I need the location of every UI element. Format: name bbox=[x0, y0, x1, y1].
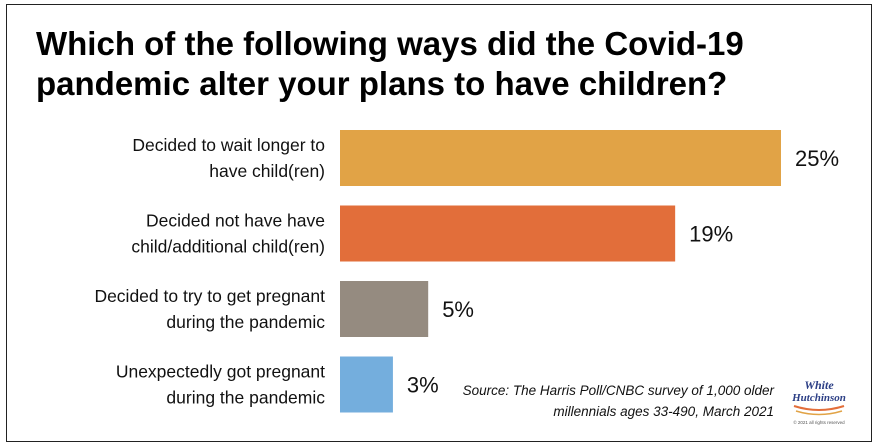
source-line-2: millennials ages 33-490, March 2021 bbox=[553, 404, 774, 419]
value-label-3: 5% bbox=[442, 297, 474, 322]
logo-line-1: White bbox=[804, 378, 834, 392]
bar-3 bbox=[340, 281, 429, 337]
category-label-3: Decided to try to get pregnant during the… bbox=[94, 286, 325, 332]
value-label-4: 3% bbox=[407, 373, 439, 398]
category-label-4: Unexpectedly got pregnant during the pand… bbox=[116, 362, 325, 408]
value-label-1: 25% bbox=[795, 146, 839, 171]
logo-tagline: © 2021 all rights reserved bbox=[793, 419, 845, 425]
bar-4 bbox=[340, 356, 393, 413]
logo-line-2: Hutchinson bbox=[791, 392, 846, 404]
category-label-1: Decided to wait longer to have child(ren) bbox=[132, 135, 325, 181]
bars-group: 25% Decided to wait longer to have child(r… bbox=[94, 130, 839, 413]
chart-title: Which of the following ways did the Covi… bbox=[36, 25, 744, 102]
white-hutchinson-logo: White Hutchinson © 2021 all rights reser… bbox=[791, 378, 846, 425]
bar-1 bbox=[340, 130, 781, 186]
bar-2 bbox=[340, 205, 676, 262]
source-line-1: Source: The Harris Poll/CNBC survey of 1… bbox=[462, 383, 774, 398]
logo-swoosh bbox=[793, 405, 845, 411]
category-label-2: Decided not have have child/additional ch… bbox=[131, 211, 325, 257]
value-label-2: 19% bbox=[689, 222, 733, 247]
logo-swoosh-2 bbox=[795, 410, 843, 416]
source-note: Source: The Harris Poll/CNBC survey of 1… bbox=[463, 380, 774, 422]
